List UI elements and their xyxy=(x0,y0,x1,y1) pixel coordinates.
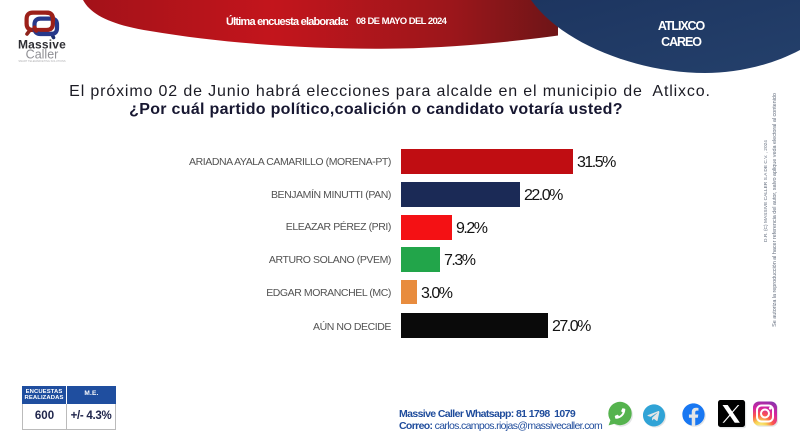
svg-text:Massive: Massive xyxy=(18,38,66,52)
svg-text:SMART TELEMARKETING SOLUTIONS: SMART TELEMARKETING SOLUTIONS xyxy=(18,59,66,63)
svg-text:Caller: Caller xyxy=(26,48,59,62)
